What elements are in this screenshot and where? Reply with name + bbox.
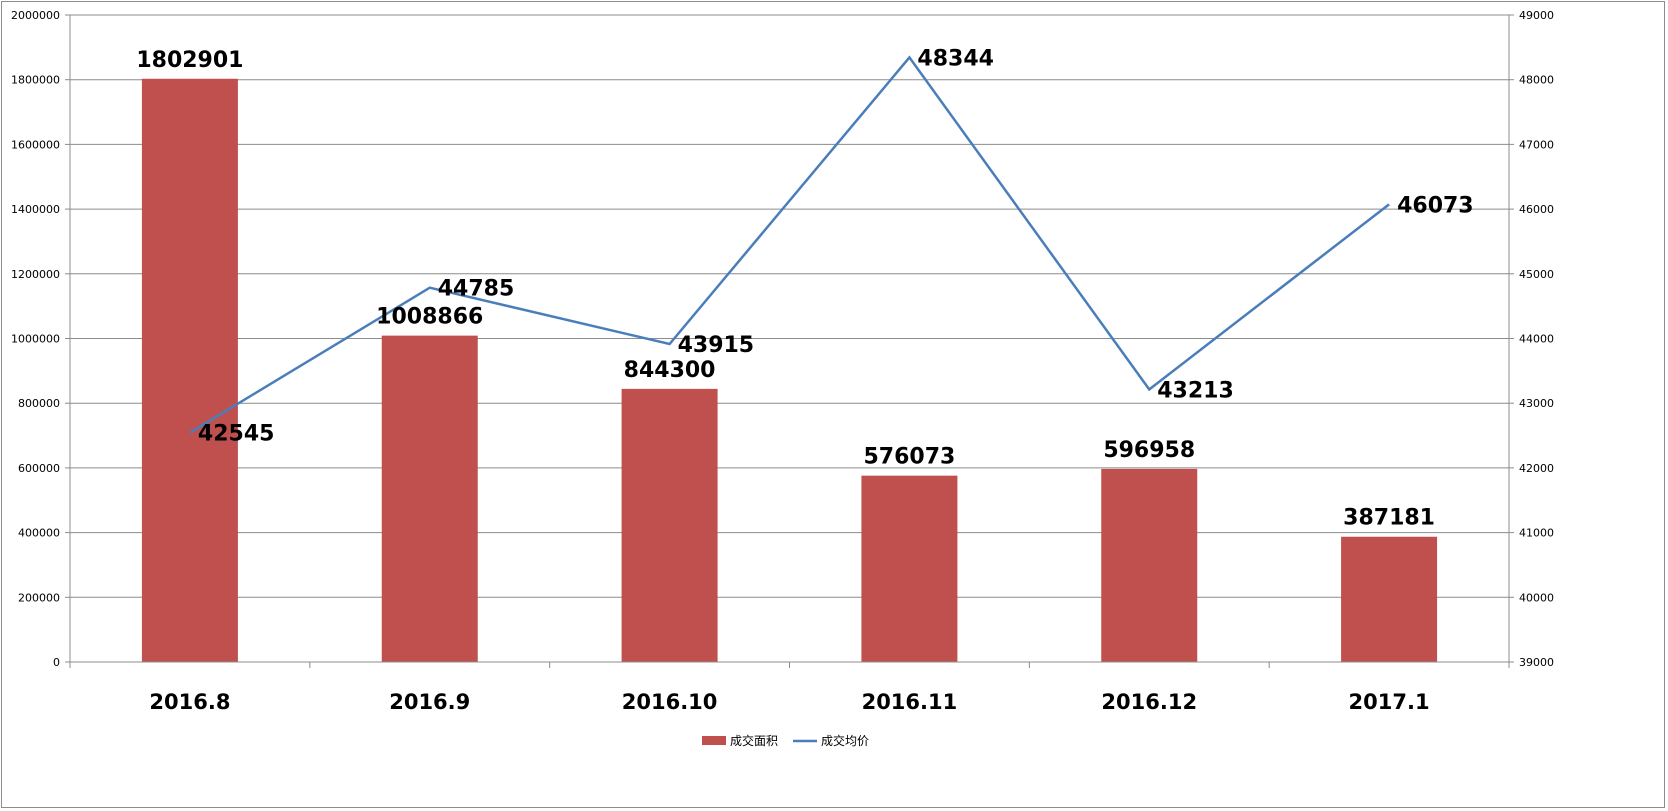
- bar: [1341, 536, 1438, 662]
- bar: [381, 335, 478, 662]
- right-axis-tick-label: 41000: [1519, 527, 1554, 540]
- bar-value-label: 1802901: [136, 48, 243, 73]
- right-axis-tick-label: 46000: [1519, 203, 1554, 216]
- x-axis-category-label: 2016.11: [862, 690, 958, 714]
- left-axis-tick-label: 1200000: [11, 268, 60, 281]
- bar: [621, 388, 718, 662]
- x-axis-category-label: 2016.10: [622, 690, 718, 714]
- right-axis-tick-label: 42000: [1519, 462, 1554, 475]
- left-axis-tick-label: 1000000: [11, 333, 60, 346]
- right-axis-tick-label: 49000: [1519, 9, 1554, 22]
- bar-series: [141, 78, 1438, 662]
- price-line: [189, 55, 1390, 434]
- bar: [861, 475, 958, 662]
- line-series: [189, 55, 1390, 434]
- legend: 成交面积 成交均价: [702, 733, 869, 748]
- bar-value-label: 844300: [624, 358, 716, 383]
- bar-value-label: 1008866: [376, 305, 483, 330]
- right-axis-tick-label: 44000: [1519, 333, 1554, 346]
- left-axis-tick-label: 800000: [18, 397, 60, 410]
- bar: [141, 78, 238, 662]
- right-axis-tick-label: 47000: [1519, 138, 1554, 151]
- right-axis-tick-label: 40000: [1519, 591, 1554, 604]
- right-axis-tick-label: 48000: [1519, 74, 1554, 87]
- right-axis-tick-label: 43000: [1519, 397, 1554, 410]
- legend-bar-label: 成交面积: [730, 733, 778, 748]
- bar-value-label: 387181: [1343, 506, 1435, 531]
- x-axis-category-label: 2016.8: [149, 690, 230, 714]
- right-axis-tick-label: 39000: [1519, 656, 1554, 669]
- left-axis-tick-label: 600000: [18, 462, 60, 475]
- line-value-label: 43213: [1157, 378, 1234, 403]
- right-axis-tick-label: 45000: [1519, 268, 1554, 281]
- legend-line-label: 成交均价: [821, 733, 869, 748]
- x-axis-category-label: 2017.1: [1349, 690, 1430, 714]
- left-axis-tick-label: 1800000: [11, 74, 60, 87]
- line-value-label: 48344: [917, 46, 994, 71]
- line-value-label: 46073: [1397, 193, 1474, 218]
- data-labels: 1802901 1008866 844300 576073 596958 387181 42…: [136, 46, 1473, 530]
- left-axis-tick-label: 1600000: [11, 138, 60, 151]
- left-axis-tick-label: 200000: [18, 591, 60, 604]
- left-axis-tick-label: 0: [53, 656, 60, 669]
- x-axis-category-label: 2016.12: [1101, 690, 1197, 714]
- x-axis-category-label: 2016.9: [389, 690, 470, 714]
- line-value-label: 43915: [678, 333, 755, 358]
- bar-value-label: 596958: [1103, 438, 1195, 463]
- bar: [1101, 468, 1198, 662]
- left-axis-tick-label: 400000: [18, 527, 60, 540]
- left-axis-tick-label: 1400000: [11, 203, 60, 216]
- line-value-label: 42545: [198, 422, 275, 447]
- line-value-label: 44785: [438, 277, 515, 302]
- grid-lines: [70, 14, 1509, 598]
- left-axis-tick-label: 2000000: [11, 9, 60, 22]
- axes: 0 200000 400000 600000 800000 1000000 1200000 1…: [11, 9, 1554, 714]
- bar-value-label: 576073: [863, 445, 955, 470]
- legend-bar-swatch: [702, 736, 726, 745]
